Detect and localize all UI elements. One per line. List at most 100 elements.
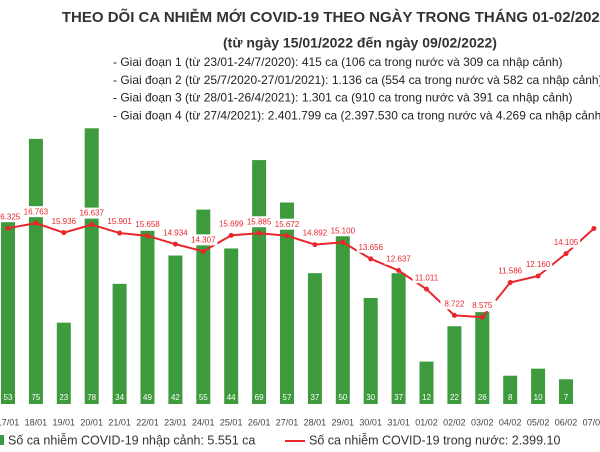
x-tick-label: 26/01 — [248, 417, 271, 427]
bar-label: 42 — [171, 393, 180, 402]
label-bg — [245, 216, 274, 228]
x-tick-label: 02/02 — [443, 417, 466, 427]
x-tick-label: 06/02 — [555, 417, 578, 427]
annotation: - Giai đoạn 3 (từ 28/01-26/4/2021): 1.30… — [113, 91, 573, 105]
bar-label: 53 — [4, 393, 13, 402]
chart-subtitle: (từ ngày 15/01/2022 đến ngày 09/02/2022) — [223, 35, 497, 51]
label-bg — [328, 225, 357, 237]
label-bg — [21, 206, 50, 218]
bar — [335, 227, 350, 404]
annotation: - Giai đoạn 4 (từ 27/4/2021): 2.401.799 … — [113, 108, 600, 122]
x-tick-label: 27/01 — [276, 417, 299, 427]
x-tick-label: 04/02 — [499, 417, 522, 427]
line-label: 15.672 — [275, 220, 300, 229]
bar-label: 37 — [310, 393, 319, 402]
x-tick-label: 01/02 — [415, 417, 438, 427]
label-bg — [189, 234, 218, 246]
label-bg — [77, 207, 106, 219]
line-label: 13.656 — [358, 243, 383, 252]
x-tick-label: 21/01 — [108, 417, 131, 427]
label-bg — [0, 211, 22, 223]
x-tick-label: 29/01 — [332, 417, 355, 427]
bar — [280, 202, 294, 404]
bar-label: 26 — [478, 393, 487, 402]
bar — [224, 248, 239, 404]
line-point — [396, 268, 402, 274]
line-label: 15.936 — [52, 217, 77, 226]
bar — [363, 297, 378, 404]
line-label: 15.885 — [247, 217, 272, 226]
line-point — [368, 256, 374, 262]
bar-label: 23 — [59, 393, 68, 402]
bar — [503, 375, 518, 404]
line-point — [33, 220, 39, 226]
line-point — [172, 241, 178, 247]
line-label: 14.307 — [191, 235, 216, 244]
line-label: 12.637 — [386, 255, 411, 264]
line-point — [535, 273, 541, 279]
line-label: 15.658 — [135, 220, 160, 229]
bar-label: 44 — [227, 393, 236, 402]
x-tick-label: 07/02 — [583, 417, 600, 427]
line-point — [5, 225, 11, 231]
bar — [307, 273, 322, 404]
line-point — [479, 314, 485, 320]
label-bg — [384, 253, 413, 265]
line-point — [61, 230, 67, 236]
line-label: 16.637 — [79, 209, 104, 218]
bar-label: 30 — [366, 393, 375, 402]
x-tick-label: 05/02 — [527, 417, 550, 427]
x-tick-label: 28/01 — [304, 417, 327, 427]
bar — [391, 273, 406, 404]
chart-title: THEO DÕI CA NHIỄM MỚI COVID-19 THEO NGÀY… — [62, 8, 600, 26]
x-tick-label: 25/01 — [220, 417, 243, 427]
label-bg — [496, 265, 525, 277]
annotation: - Giai đoạn 1 (từ 23/01-24/7/2020): 415 … — [113, 55, 563, 69]
bar — [112, 283, 127, 404]
bar-label: 50 — [338, 393, 347, 402]
label-bg — [412, 272, 441, 284]
bar — [419, 361, 434, 404]
bar-label: 75 — [31, 393, 40, 402]
line-point — [145, 233, 150, 239]
x-tick-label: 19/01 — [53, 417, 76, 427]
legend-label: Số ca nhiễm COVID-19 nhập cảnh: 5.551 ca — [8, 432, 255, 447]
label-bg — [133, 218, 162, 230]
line-label: 14.892 — [303, 229, 328, 238]
x-tick-label: 31/01 — [387, 417, 410, 427]
bar-label: 12 — [422, 393, 431, 402]
label-bg — [49, 215, 78, 227]
bar-label: 55 — [199, 393, 208, 402]
line-point — [256, 230, 262, 236]
line-point — [89, 222, 95, 228]
line-point — [228, 232, 234, 238]
label-bg — [440, 298, 469, 310]
line-label: 16.763 — [24, 207, 49, 216]
line-point — [563, 251, 569, 257]
line-point — [424, 286, 429, 292]
bar — [531, 368, 546, 404]
legend-label: Số ca nhiễm COVID-19 trong nước: 2.399.1… — [309, 432, 560, 447]
bar — [56, 322, 71, 404]
legend-swatch — [0, 435, 4, 445]
bar — [168, 255, 183, 404]
line-point — [117, 230, 123, 236]
line-label: 15.100 — [331, 226, 356, 235]
bar-label: 8 — [508, 393, 513, 402]
x-tick-label: 03/02 — [471, 417, 494, 427]
bar-label: 22 — [450, 393, 459, 402]
x-tick-label: 18/01 — [25, 417, 48, 427]
label-bg — [356, 241, 385, 253]
label-bg — [273, 218, 301, 230]
label-bg — [552, 236, 580, 248]
line-point — [591, 225, 597, 231]
line-label: 14.105 — [554, 238, 579, 247]
bar — [475, 312, 490, 404]
line-label: 11.586 — [498, 267, 522, 276]
label-bg — [161, 227, 190, 239]
label-bg — [524, 258, 553, 270]
bar-label: 10 — [534, 393, 543, 402]
bar-label: 37 — [394, 393, 403, 402]
line-point — [284, 233, 290, 239]
